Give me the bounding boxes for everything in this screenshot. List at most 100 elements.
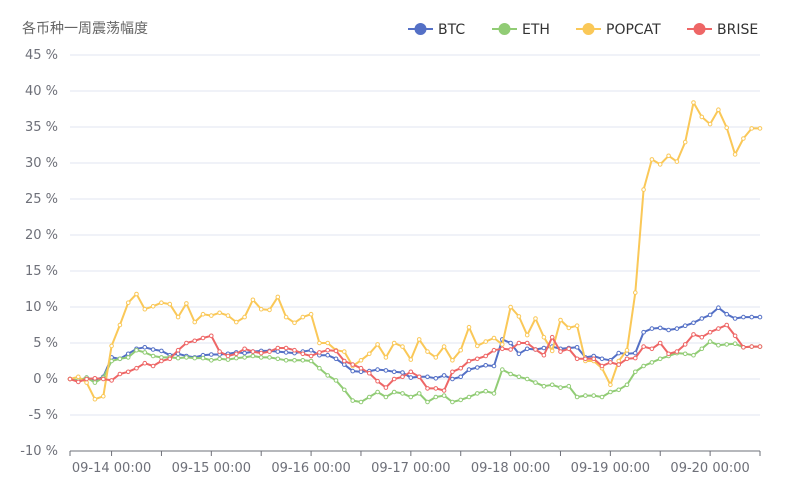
data-point-popcat	[674, 159, 680, 164]
y-tick-label: 10 %	[25, 300, 58, 315]
data-point-brise	[350, 362, 356, 367]
data-point-brise	[574, 356, 580, 362]
data-point-popcat	[225, 313, 231, 318]
data-point-btc	[657, 325, 663, 331]
data-point-popcat	[117, 322, 123, 328]
data-point-brise	[217, 349, 222, 354]
data-point-btc	[333, 356, 339, 362]
data-point-eth	[342, 387, 347, 393]
y-tick-label: 40 %	[25, 84, 58, 99]
series-layer	[67, 100, 763, 405]
data-point-eth	[416, 391, 422, 396]
data-point-eth	[657, 356, 663, 362]
data-point-popcat	[292, 320, 297, 326]
data-point-popcat	[425, 349, 430, 354]
data-point-brise	[674, 349, 680, 354]
data-point-btc	[524, 346, 530, 352]
data-point-popcat	[483, 339, 489, 344]
data-point-popcat	[192, 319, 197, 325]
data-point-brise	[308, 353, 314, 359]
data-point-eth	[699, 346, 705, 352]
data-point-popcat	[541, 334, 547, 340]
data-point-popcat	[416, 337, 422, 342]
data-point-brise	[342, 358, 347, 364]
data-point-brise	[591, 356, 597, 362]
data-point-popcat	[491, 335, 497, 341]
data-point-brise	[325, 347, 331, 353]
data-point-btc	[491, 363, 497, 369]
data-point-brise	[76, 379, 81, 385]
data-point-btc	[757, 314, 763, 320]
data-point-popcat	[608, 382, 613, 388]
data-point-btc	[475, 365, 480, 370]
data-point-popcat	[458, 347, 464, 353]
data-point-brise	[641, 344, 646, 349]
data-point-popcat	[707, 121, 713, 127]
data-point-popcat	[716, 107, 721, 112]
data-point-eth	[707, 339, 713, 344]
data-point-popcat	[566, 325, 572, 331]
data-point-popcat	[549, 348, 555, 354]
data-point-brise	[275, 345, 281, 351]
data-point-popcat	[242, 314, 247, 320]
data-point-eth	[549, 382, 555, 388]
data-point-btc	[408, 375, 414, 380]
data-point-btc	[350, 368, 356, 374]
data-point-brise	[757, 344, 763, 349]
data-point-btc	[400, 370, 405, 375]
data-point-popcat	[92, 396, 98, 402]
data-point-eth	[516, 374, 522, 380]
data-point-btc	[666, 327, 671, 333]
data-point-popcat	[691, 100, 696, 105]
data-point-btc	[483, 363, 489, 368]
data-point-eth	[732, 341, 738, 347]
data-point-btc	[209, 352, 214, 357]
data-point-brise	[358, 365, 364, 371]
data-point-btc	[682, 323, 688, 329]
data-point-popcat	[267, 307, 272, 313]
y-tick-label: 25 %	[25, 192, 58, 207]
data-point-eth	[408, 394, 414, 400]
data-point-eth	[292, 358, 297, 363]
data-point-brise	[741, 345, 746, 350]
data-point-btc	[749, 314, 755, 320]
data-point-popcat	[134, 291, 139, 297]
data-point-brise	[159, 358, 164, 364]
data-point-eth	[192, 355, 197, 361]
data-point-eth	[125, 355, 131, 360]
y-tick-label: 35 %	[25, 120, 58, 135]
data-point-brise	[101, 376, 106, 382]
data-point-eth	[391, 389, 397, 395]
legend-marker-popcat	[582, 23, 595, 35]
data-point-eth	[458, 397, 464, 403]
data-point-popcat	[250, 297, 256, 303]
y-tick-label: -10 %	[20, 444, 58, 459]
data-point-popcat	[125, 300, 131, 306]
data-point-eth	[574, 394, 580, 400]
data-point-popcat	[375, 342, 380, 347]
data-point-brise	[524, 340, 530, 346]
data-point-popcat	[441, 344, 447, 349]
data-point-brise	[300, 351, 306, 357]
data-point-brise	[549, 334, 555, 340]
data-point-eth	[250, 353, 256, 359]
data-point-btc	[358, 369, 364, 375]
legend-item-brise: BRISE	[687, 22, 758, 38]
data-point-popcat	[408, 357, 414, 362]
data-point-btc	[383, 368, 389, 373]
data-point-btc	[283, 350, 289, 355]
data-point-popcat	[234, 319, 239, 325]
x-tick-label: 09-20 00:00	[670, 461, 749, 476]
data-point-popcat	[524, 332, 530, 338]
data-point-brise	[649, 346, 655, 352]
data-point-popcat	[383, 355, 389, 360]
data-point-btc	[541, 345, 547, 351]
data-point-eth	[450, 399, 455, 405]
data-point-btc	[516, 351, 522, 357]
data-point-popcat	[391, 340, 397, 346]
data-point-eth	[491, 391, 497, 396]
data-point-popcat	[558, 317, 563, 323]
data-point-btc	[325, 352, 331, 358]
data-point-popcat	[200, 311, 206, 317]
